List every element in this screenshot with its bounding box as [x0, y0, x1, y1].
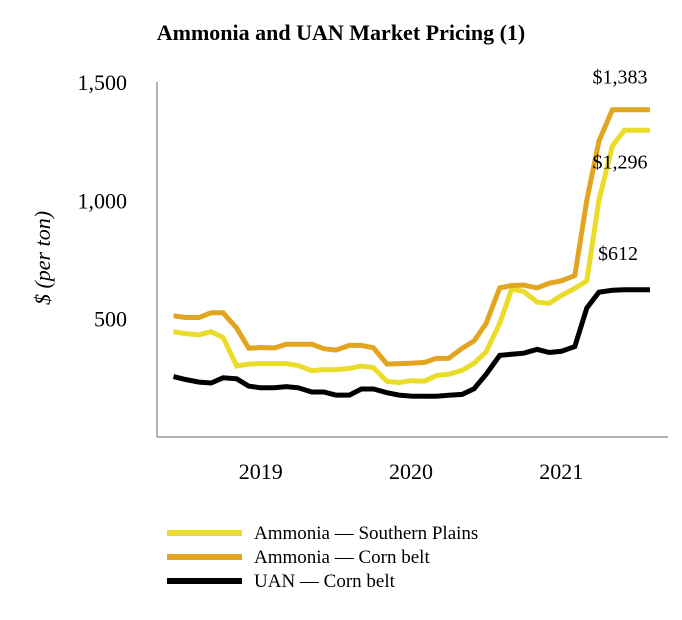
- data-annotations: $1,383 $1,296 $612: [592, 67, 647, 265]
- y-tick-label: 500: [94, 307, 127, 332]
- value-annotation: $1,383: [592, 67, 647, 89]
- legend: Ammonia — Southern Plains Ammonia — Corn …: [167, 523, 478, 592]
- legend-label: UAN — Corn belt: [254, 571, 396, 592]
- series-lines: [172, 107, 650, 399]
- series-line-2: [172, 287, 650, 399]
- y-tick-label: 1,500: [78, 70, 128, 95]
- legend-label: Ammonia — Corn belt: [254, 547, 430, 568]
- x-tick-label: 2020: [389, 459, 433, 484]
- x-tick-label: 2021: [539, 459, 583, 484]
- chart-title: Ammonia and UAN Market Pricing (1): [157, 20, 525, 45]
- y-axis-ticks: 500 1,000 1,500: [78, 70, 128, 332]
- y-tick-label: 1,000: [78, 188, 128, 213]
- series-line-0: [173, 127, 650, 386]
- axes: [156, 82, 668, 438]
- value-annotation: $1,296: [592, 151, 647, 173]
- x-tick-label: 2019: [239, 459, 283, 484]
- value-annotation: $612: [598, 243, 638, 265]
- legend-label: Ammonia — Southern Plains: [254, 523, 478, 544]
- y-axis-label: $ (per ton): [30, 211, 55, 305]
- x-axis-ticks: 2019 2020 2021: [239, 459, 584, 484]
- series-line-1: [173, 107, 650, 367]
